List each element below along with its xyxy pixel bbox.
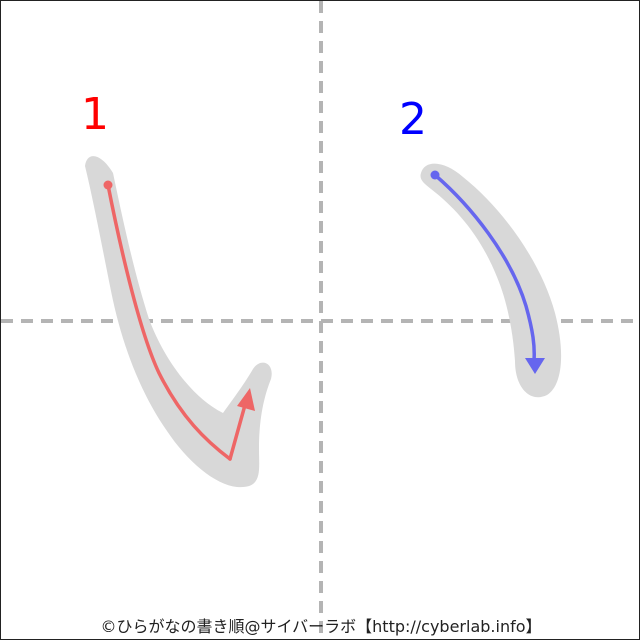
stroke-2-start-dot [430, 170, 440, 180]
stroke-1-arrowhead [237, 388, 255, 411]
copyright-credit: ©ひらがなの書き順@サイバーラボ【http://cyberlab.info】 [100, 617, 542, 636]
stroke-2-arrowhead [525, 358, 545, 374]
stroke-1-number: 1 [81, 89, 109, 140]
stroke-1-path [106, 183, 232, 461]
stroke-1-start-dot [103, 180, 113, 190]
stroke-2-number: 2 [399, 94, 427, 145]
stroke-2-shadow [420, 163, 562, 398]
stroke-2-path [433, 173, 536, 363]
stroke-1-shadow [85, 156, 272, 488]
stroke-1-hook [228, 403, 247, 461]
